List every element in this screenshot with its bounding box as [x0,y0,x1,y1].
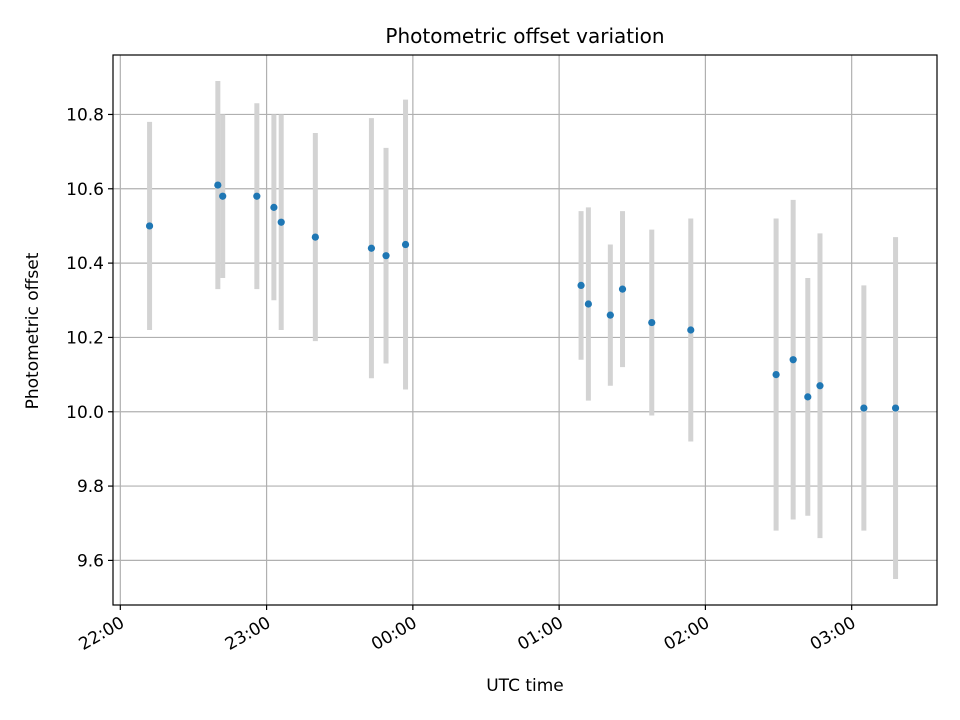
data-point [270,203,278,211]
data-point [606,311,614,319]
x-axis-ticks: 22:00 23:00 00:00 01:00 02:00 03:00 [76,605,859,655]
data-point [772,370,780,379]
x-tick-label: 03:00 [807,613,859,655]
data-point [584,300,592,308]
data-point [401,240,410,249]
data-point [816,382,824,390]
y-tick-label: 10.8 [66,105,104,125]
data-point [382,252,390,260]
data-point [618,285,627,293]
data-point [214,181,222,189]
data-point [804,393,812,401]
y-tick-label: 9.8 [77,477,104,497]
data-point [648,318,656,327]
y-tick-label: 10.2 [66,328,104,348]
data-point [145,222,154,230]
data-point [789,356,797,364]
data-point [860,404,868,412]
y-tick-label: 10.4 [66,254,104,274]
y-tick-label: 10.0 [66,403,104,423]
data-point [311,233,319,241]
data-point [577,281,585,290]
data-point [891,404,900,412]
y-tick-label: 10.6 [66,180,104,200]
chart-title: Photometric offset variation [385,24,664,48]
data-point [277,218,285,226]
plot-frame [112,54,938,606]
x-tick-label: 00:00 [368,613,420,655]
x-axis-label: UTC time [486,676,564,696]
data-point [687,326,695,334]
error-bars [147,81,899,579]
x-tick-label: 02:00 [661,613,713,655]
grid-lines [113,55,937,605]
data-point [367,244,376,252]
y-axis-label: Photometric offset [23,252,43,409]
x-tick-label: 23:00 [222,613,274,655]
x-tick-label: 22:00 [76,613,128,655]
y-tick-label: 9.6 [77,551,104,571]
x-tick-label: 01:00 [514,613,566,655]
data-points [145,181,900,412]
y-axis-ticks: 9.6 9.8 10.0 10.2 10.4 10.6 10.8 [66,105,113,571]
data-point [219,192,227,200]
data-point [253,192,261,200]
